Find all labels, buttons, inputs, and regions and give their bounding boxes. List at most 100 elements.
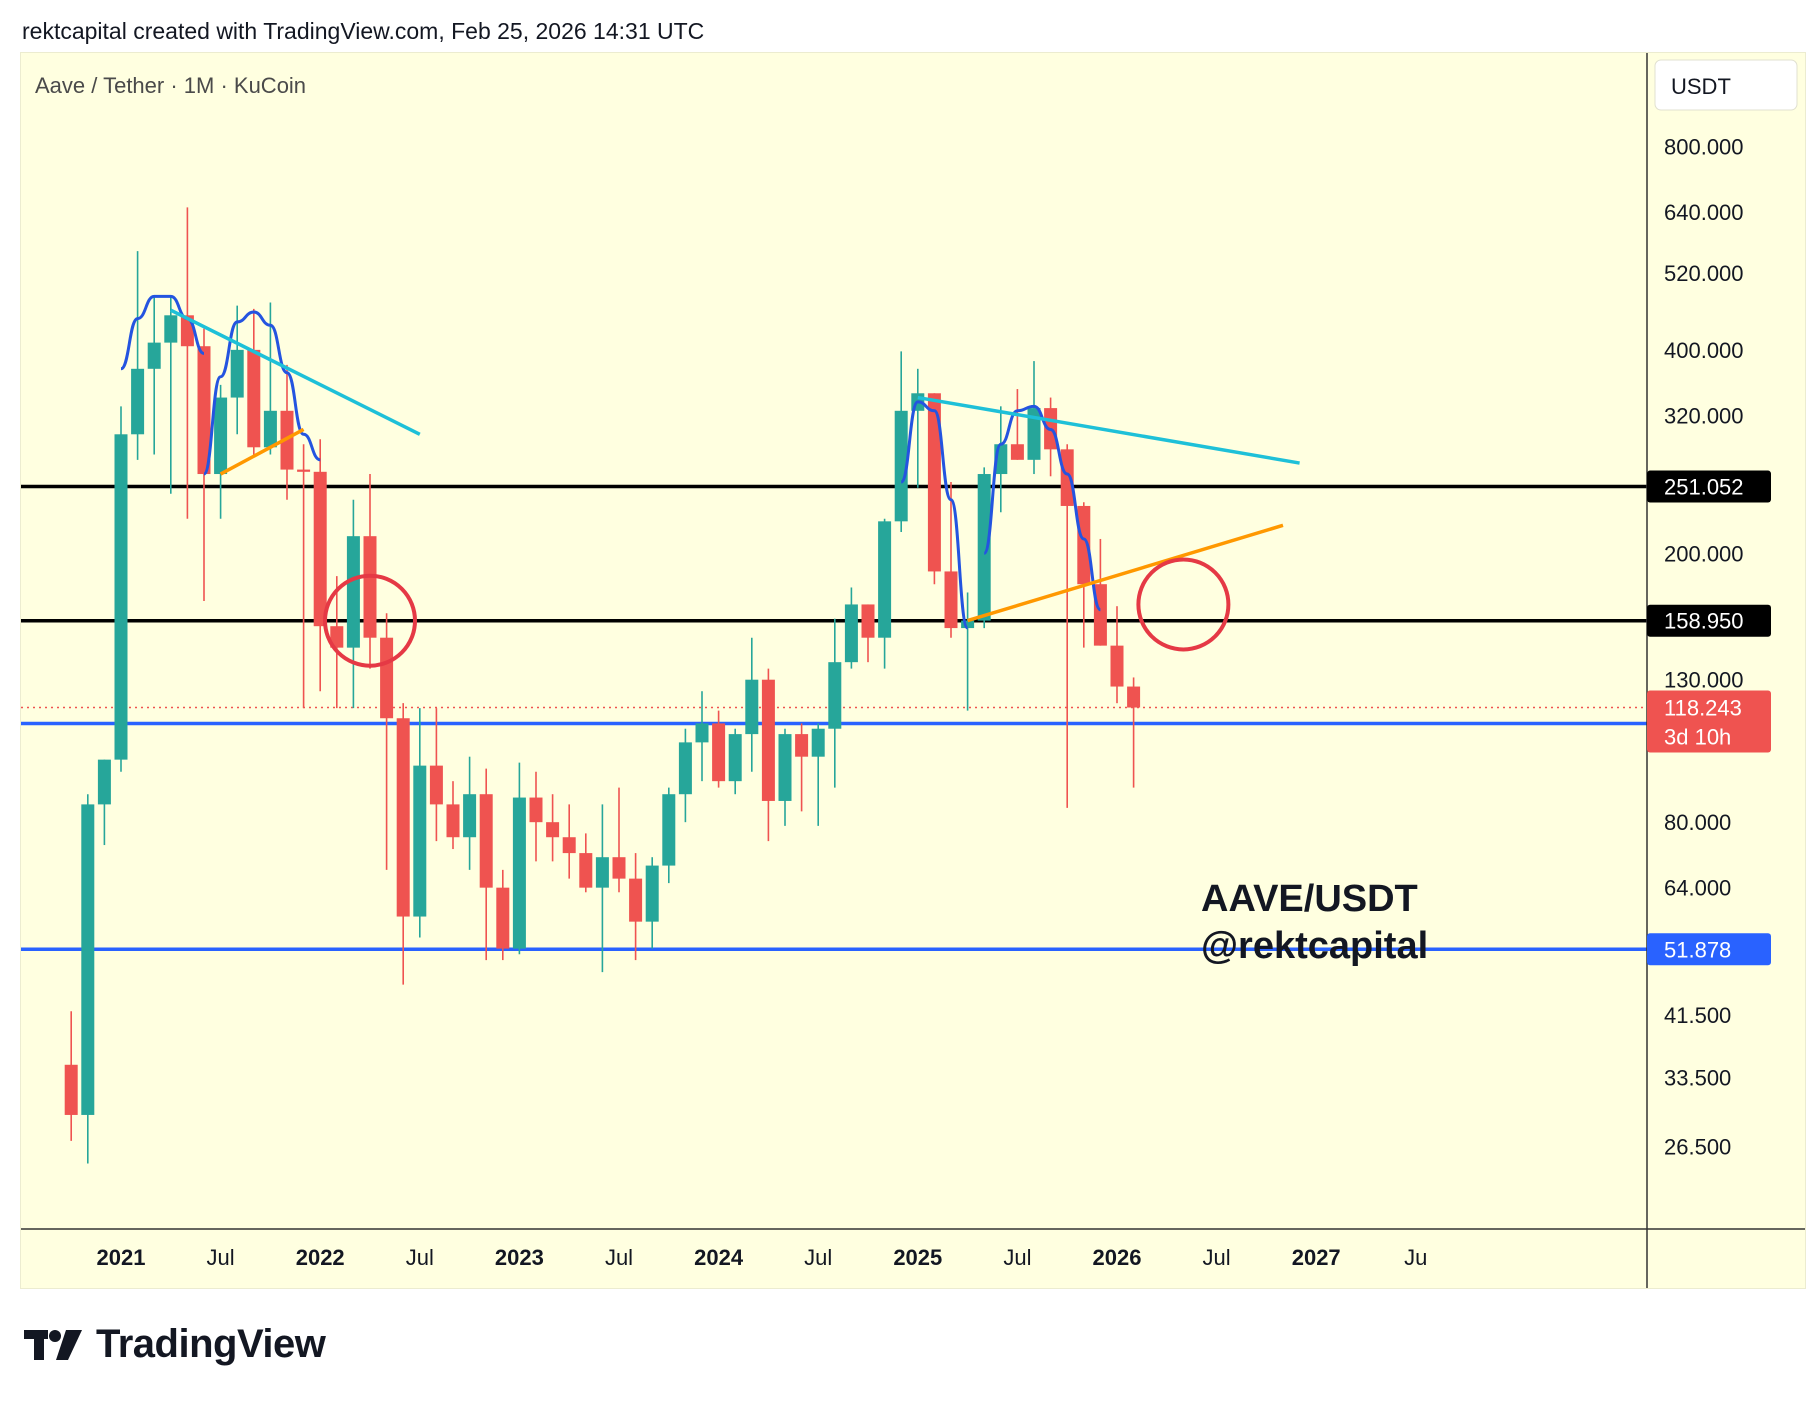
- time-axis: 2021 Jul 2022 Jul 2023 Jul 2024 Jul 2025 Jul 2026 J…: [97, 1245, 1428, 1270]
- cyan-trendline: [170, 308, 421, 436]
- candle-body: [795, 734, 809, 757]
- price-tick-label: 640.000: [1664, 200, 1744, 225]
- price-tick-label: 800.000: [1664, 134, 1744, 159]
- candle-body: [961, 620, 975, 629]
- candle-body: [695, 723, 709, 743]
- time-tick-label: 2025: [893, 1245, 942, 1270]
- candle-body: [230, 349, 244, 398]
- price-axis: 800.000 640.000 520.000 400.000 320.000 200.0…: [1664, 134, 1744, 1159]
- candle-body: [297, 469, 311, 472]
- candle-body: [844, 604, 858, 663]
- candle-body: [595, 857, 609, 888]
- candle-body: [114, 434, 128, 760]
- candle-body: [612, 857, 626, 879]
- candle-body: [313, 471, 327, 627]
- price-tick-label: 80.000: [1664, 810, 1731, 835]
- candle-body: [363, 536, 377, 638]
- candle-countdown-label: 3d 10h: [1664, 725, 1731, 750]
- price-tick-label: 320.000: [1664, 403, 1744, 428]
- time-tick-label: 2024: [694, 1245, 744, 1270]
- time-tick-label: Ju: [1404, 1245, 1427, 1270]
- candle-body: [927, 393, 941, 572]
- candle-body: [546, 822, 560, 838]
- candle-body: [745, 679, 759, 735]
- candle-body: [479, 794, 493, 888]
- orange-trendline: [219, 427, 305, 476]
- time-tick-label: Jul: [207, 1245, 235, 1270]
- time-tick-label: Jul: [1203, 1245, 1231, 1270]
- price-badge-158.950: 158.950: [1647, 604, 1771, 637]
- price-badge-label: 51.878: [1664, 937, 1731, 962]
- footer-logo[interactable]: TradingView: [24, 1322, 326, 1367]
- price-tick-label: 130.000: [1664, 668, 1744, 693]
- time-tick-label: 2022: [296, 1245, 345, 1270]
- tradingview-logo-icon: [24, 1329, 82, 1360]
- candle-body: [1077, 505, 1091, 585]
- candle-body: [413, 765, 427, 917]
- last-price-badge-bg: [1647, 690, 1771, 753]
- last-price-label: 118.243: [1664, 696, 1742, 721]
- candle-body: [396, 718, 410, 917]
- candle-body: [131, 368, 145, 435]
- candle-body: [429, 765, 443, 805]
- price-badge-bg: [1647, 933, 1771, 966]
- symbol-label: Aave / Tether · 1M · KuCoin: [35, 73, 306, 98]
- candle-body: [446, 804, 460, 838]
- rounding-top-curve: [202, 310, 321, 476]
- time-tick-label: Jul: [1003, 1245, 1031, 1270]
- candle-body: [147, 342, 161, 369]
- candle-body: [1027, 408, 1041, 460]
- price-chart[interactable]: Aave / Tether · 1M · KuCoin AAVE/USDT @r…: [21, 53, 1805, 1288]
- price-badge-51.878: 51.878: [1647, 933, 1771, 966]
- price-badge-bg: [1647, 470, 1771, 503]
- time-tick-label: 2027: [1292, 1245, 1341, 1270]
- candle-body: [1110, 645, 1124, 687]
- price-badge-251.052: 251.052: [1647, 470, 1771, 503]
- candle-body: [1010, 444, 1024, 460]
- candle-body: [712, 723, 726, 782]
- rounding-top-curve: [899, 400, 970, 630]
- candle-body: [662, 794, 676, 866]
- candle-body: [678, 742, 692, 795]
- candle-body: [629, 878, 643, 922]
- candle-body: [81, 804, 95, 1115]
- axis-corner: [1648, 1230, 1805, 1288]
- time-tick-label: Jul: [605, 1245, 633, 1270]
- chart-frame[interactable]: Aave / Tether · 1M · KuCoin AAVE/USDT @r…: [20, 52, 1806, 1289]
- price-badge-label: 251.052: [1664, 475, 1744, 500]
- last-price-badge: 118.243 3d 10h: [1647, 690, 1771, 753]
- price-tick-label: 200.000: [1664, 541, 1744, 566]
- candle-body: [463, 794, 477, 838]
- price-tick-label: 26.500: [1664, 1134, 1731, 1159]
- currency-button[interactable]: USDT: [1654, 59, 1798, 111]
- candle-body: [164, 315, 178, 343]
- candle-body: [97, 759, 111, 805]
- price-tick-label: 400.000: [1664, 338, 1744, 363]
- candle-body: [977, 474, 991, 621]
- candle-body: [562, 837, 576, 854]
- candle-body: [861, 604, 875, 638]
- circles: [323, 557, 1231, 668]
- price-tick-label: 33.500: [1664, 1066, 1731, 1091]
- currency-button-label: USDT: [1671, 74, 1731, 99]
- chart-header-attribution: rektcapital created with TradingView.com…: [22, 18, 705, 44]
- candle-body: [197, 346, 211, 475]
- candle-body: [214, 397, 228, 475]
- candle-body: [828, 662, 842, 729]
- candle-body: [811, 728, 825, 757]
- candle-body: [878, 521, 892, 638]
- trendlines: [170, 308, 1300, 623]
- price-tick-label: 520.000: [1664, 261, 1744, 286]
- candle-body: [778, 734, 792, 801]
- candle-body: [579, 853, 593, 888]
- footer-brand: TradingView: [96, 1322, 326, 1366]
- time-tick-label: Jul: [406, 1245, 434, 1270]
- watermark-handle: @rektcapital: [1201, 925, 1428, 967]
- price-tick-label: 41.500: [1664, 1003, 1731, 1028]
- candle-body: [496, 887, 510, 949]
- time-tick-label: 2023: [495, 1245, 544, 1270]
- candle-body: [894, 410, 908, 522]
- candle-body: [247, 349, 261, 448]
- candle-body: [346, 536, 360, 648]
